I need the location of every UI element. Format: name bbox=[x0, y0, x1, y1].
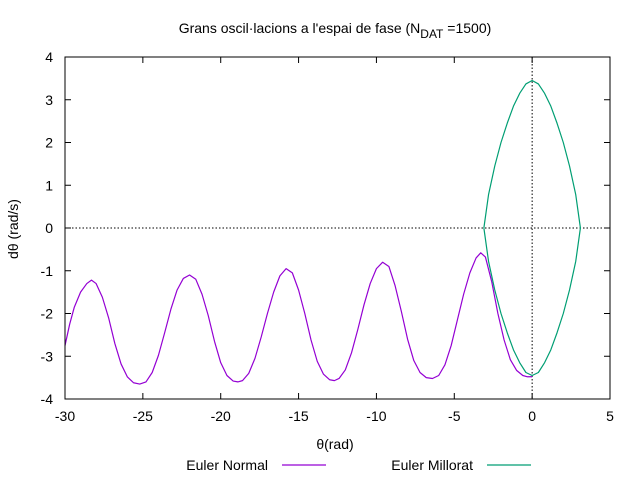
chart-title-subscript: DAT bbox=[420, 27, 444, 41]
y-tick-label: -2 bbox=[41, 306, 54, 322]
legend-label-1: Euler Normal bbox=[186, 457, 268, 473]
chart-title-main: Grans oscil·lacions a l'espai de fase (N bbox=[179, 20, 421, 36]
x-tick-label: -30 bbox=[55, 408, 75, 424]
x-tick-label: 5 bbox=[606, 408, 614, 424]
series-line-2 bbox=[483, 79, 582, 377]
legend-label-2: Euler Millorat bbox=[391, 457, 473, 473]
x-tick-label: -10 bbox=[366, 408, 386, 424]
x-tick-label: -25 bbox=[133, 408, 153, 424]
legend: Euler Normal Euler Millorat bbox=[186, 457, 531, 473]
x-tick-label: 0 bbox=[528, 408, 536, 424]
y-tick-label: 4 bbox=[45, 49, 53, 65]
chart-title: Grans oscil·lacions a l'espai de fase (N… bbox=[179, 20, 492, 41]
y-tick-label: 0 bbox=[45, 220, 53, 236]
chart-title-tail: =1500) bbox=[443, 20, 491, 36]
series-layer bbox=[64, 79, 582, 385]
x-axis-ticks: -30 -25 -20 -15 -10 -5 0 5 bbox=[55, 57, 614, 424]
x-tick-label: -5 bbox=[448, 408, 461, 424]
y-tick-label: -1 bbox=[41, 263, 54, 279]
zero-axis-lines bbox=[65, 57, 610, 399]
x-axis-label: θ(rad) bbox=[316, 436, 353, 452]
x-tick-label: -20 bbox=[211, 408, 231, 424]
y-tick-label: 2 bbox=[45, 135, 53, 151]
series-line-1 bbox=[64, 252, 533, 385]
y-tick-label: -4 bbox=[41, 391, 54, 407]
y-axis-label: dθ (rad/s) bbox=[5, 199, 21, 259]
y-tick-label: 3 bbox=[45, 92, 53, 108]
y-tick-label: 1 bbox=[45, 177, 53, 193]
x-tick-label: -15 bbox=[288, 408, 308, 424]
y-axis-ticks: -4 -3 -2 -1 0 1 2 3 4 bbox=[41, 49, 610, 407]
y-tick-label: -3 bbox=[41, 348, 54, 364]
